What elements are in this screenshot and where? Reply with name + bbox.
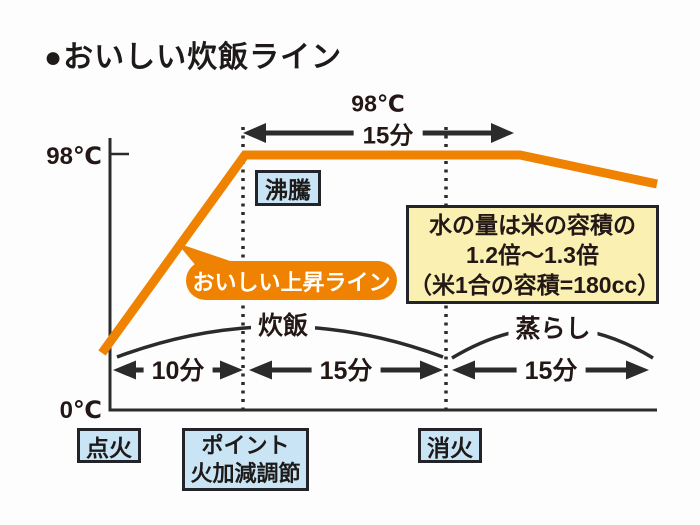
- top-temp-label: 98℃: [351, 90, 405, 117]
- extinguish-badge: 消火: [418, 428, 482, 463]
- boiling-label: 沸騰: [265, 177, 311, 203]
- segment-label-2: 15分: [311, 351, 381, 387]
- segment-label-1: 10分: [143, 351, 213, 387]
- extinguish-label: 消火: [427, 434, 473, 461]
- heat-adjust-badge: ポイント 火加減調節: [182, 428, 309, 491]
- heat-adjust-label-line2: 火加減調節: [190, 460, 301, 486]
- heat-adjust-label-line1: ポイント: [201, 432, 290, 458]
- steam-phase-label: 蒸らし: [508, 309, 598, 345]
- page-title: ●おいしい炊飯ライン: [44, 41, 343, 74]
- y-axis-label-0c: 0℃: [59, 397, 102, 424]
- segment-label-3: 15分: [516, 351, 586, 387]
- temperature-line: [98, 150, 658, 356]
- water-info-line-3: （米1合の容積=180cc）: [409, 271, 661, 298]
- top-duration-label: 15分: [353, 115, 423, 151]
- y-axis-label-98c: 98℃: [46, 143, 102, 170]
- callout-label: おいしい上昇ライン: [192, 269, 391, 295]
- ignite-label: 点火: [86, 434, 132, 461]
- ignite-badge: 点火: [77, 428, 141, 463]
- water-info-box: 水の量は米の容積の 1.2倍～1.3倍 （米1合の容積=180cc）: [406, 205, 661, 304]
- callout-bubble: おいしい上昇ライン: [186, 261, 397, 300]
- boiling-badge: 沸騰: [255, 170, 321, 206]
- water-info-line-1: 水の量は米の容積の: [429, 211, 636, 238]
- cook-phase-label: 炊飯: [250, 306, 316, 342]
- water-info-line-2: 1.2倍～1.3倍: [466, 241, 599, 268]
